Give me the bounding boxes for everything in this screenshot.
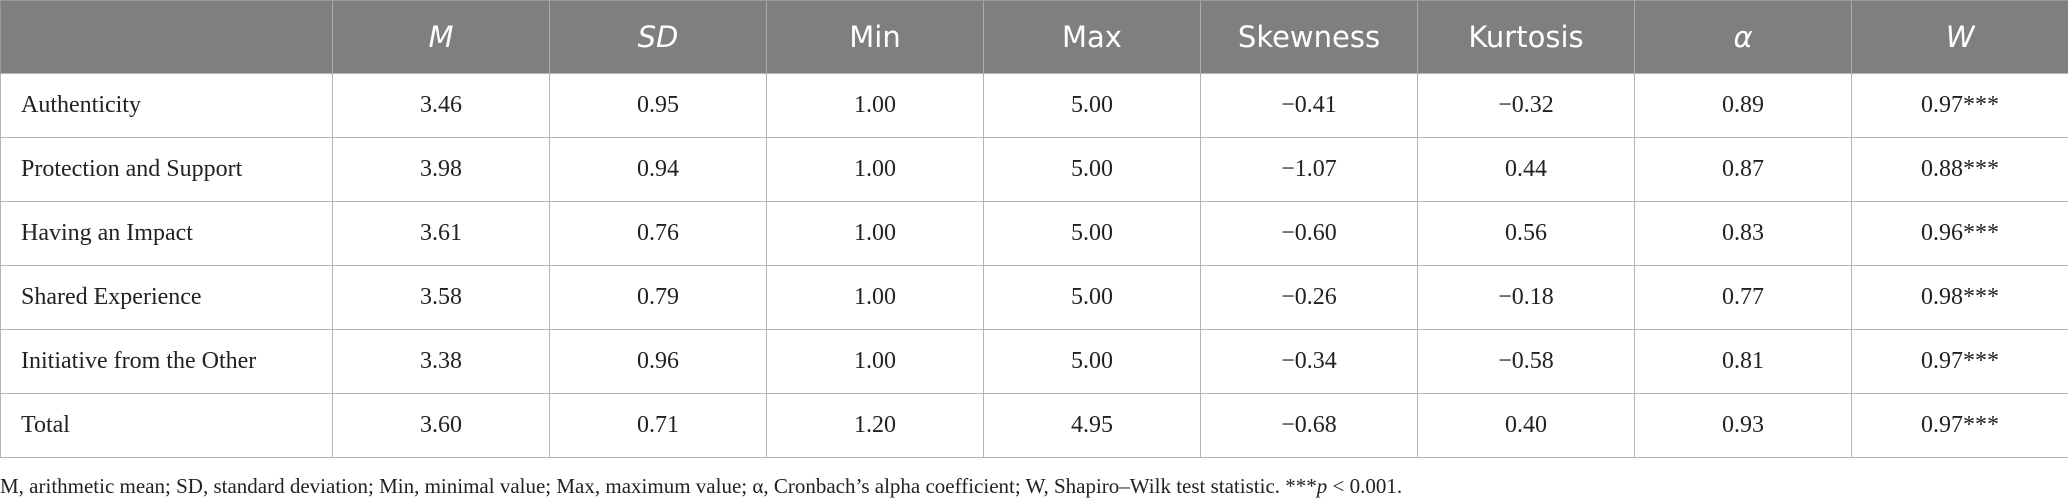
table-row: Initiative from the Other 3.38 0.96 1.00 5.0…: [0, 329, 2068, 394]
cell: 0.94: [549, 137, 767, 202]
row-label: Authenticity: [0, 73, 333, 138]
cell: 1.00: [766, 265, 984, 330]
cell: 0.97***: [1851, 329, 2068, 394]
cell: 0.44: [1417, 137, 1635, 202]
cell: −0.41: [1200, 73, 1418, 138]
cell: 1.00: [766, 73, 984, 138]
cell: 3.38: [332, 329, 550, 394]
cell: −0.58: [1417, 329, 1635, 394]
table-row: Shared Experience 3.58 0.79 1.00 5.00 −0.26 −0…: [0, 265, 2068, 330]
cell: 0.83: [1634, 201, 1852, 266]
cell: 0.89: [1634, 73, 1852, 138]
cell: −0.32: [1417, 73, 1635, 138]
cell: −0.60: [1200, 201, 1418, 266]
row-label: Having an Impact: [0, 201, 333, 266]
cell: −1.07: [1200, 137, 1418, 202]
cell: 1.20: [766, 393, 984, 458]
cell: 0.96***: [1851, 201, 2068, 266]
cell: −0.68: [1200, 393, 1418, 458]
cell: 0.40: [1417, 393, 1635, 458]
header-cell: Min: [766, 0, 984, 74]
row-label: Total: [0, 393, 333, 458]
header-cell: α: [1634, 0, 1852, 74]
cell: 3.60: [332, 393, 550, 458]
cell: 5.00: [983, 73, 1201, 138]
cell: 3.46: [332, 73, 550, 138]
cell: 5.00: [983, 137, 1201, 202]
table-row: Authenticity 3.46 0.95 1.00 5.00 −0.41 −0.32 0.…: [0, 73, 2068, 138]
cell: 3.58: [332, 265, 550, 330]
cell: 5.00: [983, 265, 1201, 330]
footnote-text: < 0.001.: [1327, 474, 1403, 498]
header-cell: SD: [549, 0, 767, 74]
row-label: Shared Experience: [0, 265, 333, 330]
cell: 5.00: [983, 329, 1201, 394]
cell: 5.00: [983, 201, 1201, 266]
header-cell: [0, 0, 333, 74]
row-label: Initiative from the Other: [0, 329, 333, 394]
cell: 0.79: [549, 265, 767, 330]
cell: 0.95: [549, 73, 767, 138]
table-row: Protection and Support 3.98 0.94 1.00 5.00 −1…: [0, 137, 2068, 202]
cell: 1.00: [766, 137, 984, 202]
cell: 0.71: [549, 393, 767, 458]
cell: −0.18: [1417, 265, 1635, 330]
header-cell: Kurtosis: [1417, 0, 1635, 74]
cell: 0.96: [549, 329, 767, 394]
cell: 0.98***: [1851, 265, 2068, 330]
header-row: M SD Min Max Skewness Kurtosis α W: [0, 0, 2068, 74]
cell: 0.88***: [1851, 137, 2068, 202]
table-body: Authenticity 3.46 0.95 1.00 5.00 −0.41 −0.32 0.…: [0, 73, 2068, 458]
cell: 3.98: [332, 137, 550, 202]
cell: 1.00: [766, 329, 984, 394]
cell: −0.34: [1200, 329, 1418, 394]
footnote-text: M, arithmetic mean; SD, standard deviati…: [0, 474, 1317, 498]
cell: 1.00: [766, 201, 984, 266]
cell: 0.76: [549, 201, 767, 266]
cell: 0.56: [1417, 201, 1635, 266]
cell: 0.97***: [1851, 393, 2068, 458]
header-cell: Max: [983, 0, 1201, 74]
cell: 0.87: [1634, 137, 1852, 202]
cell: 0.81: [1634, 329, 1852, 394]
header-cell: Skewness: [1200, 0, 1418, 74]
row-label: Protection and Support: [0, 137, 333, 202]
cell: 4.95: [983, 393, 1201, 458]
table-row: Having an Impact 3.61 0.76 1.00 5.00 −0.60 0.5…: [0, 201, 2068, 266]
header-cell: W: [1851, 0, 2068, 74]
stats-table: M SD Min Max Skewness Kurtosis α W Authenticity…: [0, 0, 2068, 458]
footnote: M, arithmetic mean; SD, standard deviati…: [0, 474, 2068, 499]
table-row: Total 3.60 0.71 1.20 4.95 −0.68 0.40 0.93 0.97**…: [0, 393, 2068, 458]
cell: 0.97***: [1851, 73, 2068, 138]
cell: −0.26: [1200, 265, 1418, 330]
cell: 0.77: [1634, 265, 1852, 330]
cell: 3.61: [332, 201, 550, 266]
cell: 0.93: [1634, 393, 1852, 458]
footnote-italic: p: [1316, 474, 1328, 498]
header-cell: M: [332, 0, 550, 74]
